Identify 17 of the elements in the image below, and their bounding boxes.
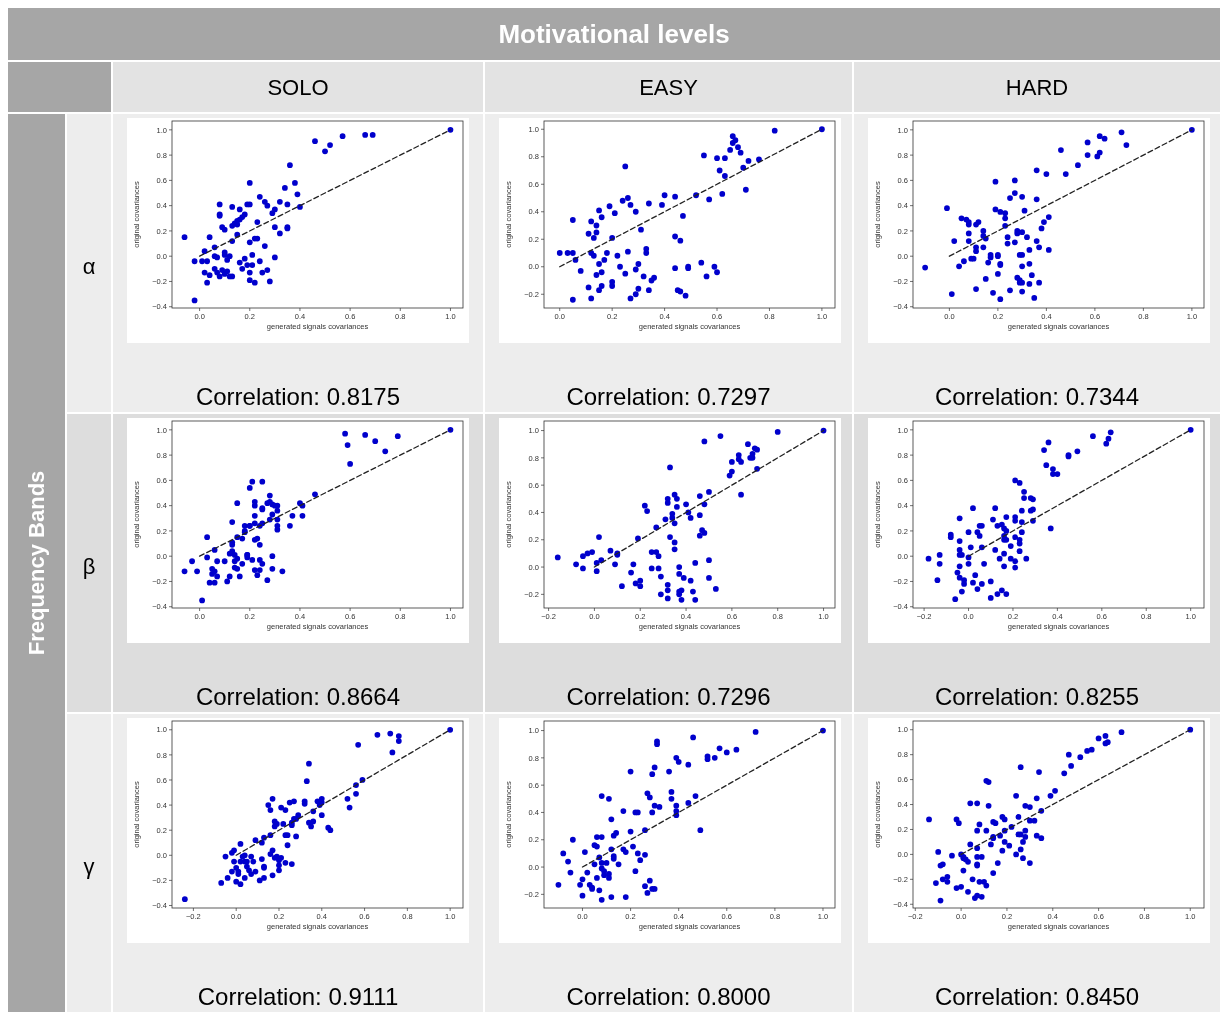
category-label: β [82,554,96,579]
category-label: EASY [639,75,699,100]
text: Correlation: 0.7297 [566,383,771,410]
text: Frequency Bands [24,470,49,656]
category-label: α [82,254,96,279]
category-label: HARD [1005,75,1069,100]
text: Correlation: 0.8664 [195,683,401,710]
text: Correlation: 0.8000 [566,983,771,1010]
text: Correlation: 0.7296 [566,683,771,710]
text: Correlation: 0.9111 [197,983,399,1010]
text: Motivational levels [498,19,730,49]
text: Correlation: 0.7344 [934,383,1140,410]
category-label: γ [83,854,95,879]
text: Correlation: 0.8255 [934,683,1140,710]
text: Correlation: 0.8450 [934,983,1140,1010]
text: Correlation: 0.8175 [195,383,401,410]
category-label: SOLO [267,75,329,100]
